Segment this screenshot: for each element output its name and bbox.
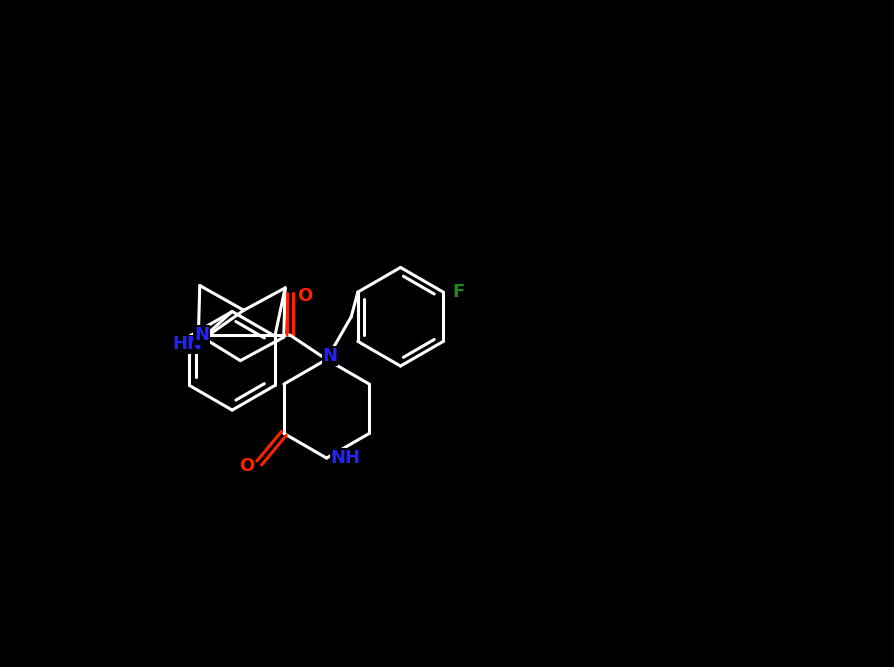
Text: O: O xyxy=(297,287,312,305)
Text: N: N xyxy=(323,347,338,365)
Text: N: N xyxy=(194,325,209,344)
Text: O: O xyxy=(240,458,255,476)
Text: F: F xyxy=(452,283,464,301)
Text: HN: HN xyxy=(173,336,202,354)
Text: NH: NH xyxy=(331,449,361,467)
